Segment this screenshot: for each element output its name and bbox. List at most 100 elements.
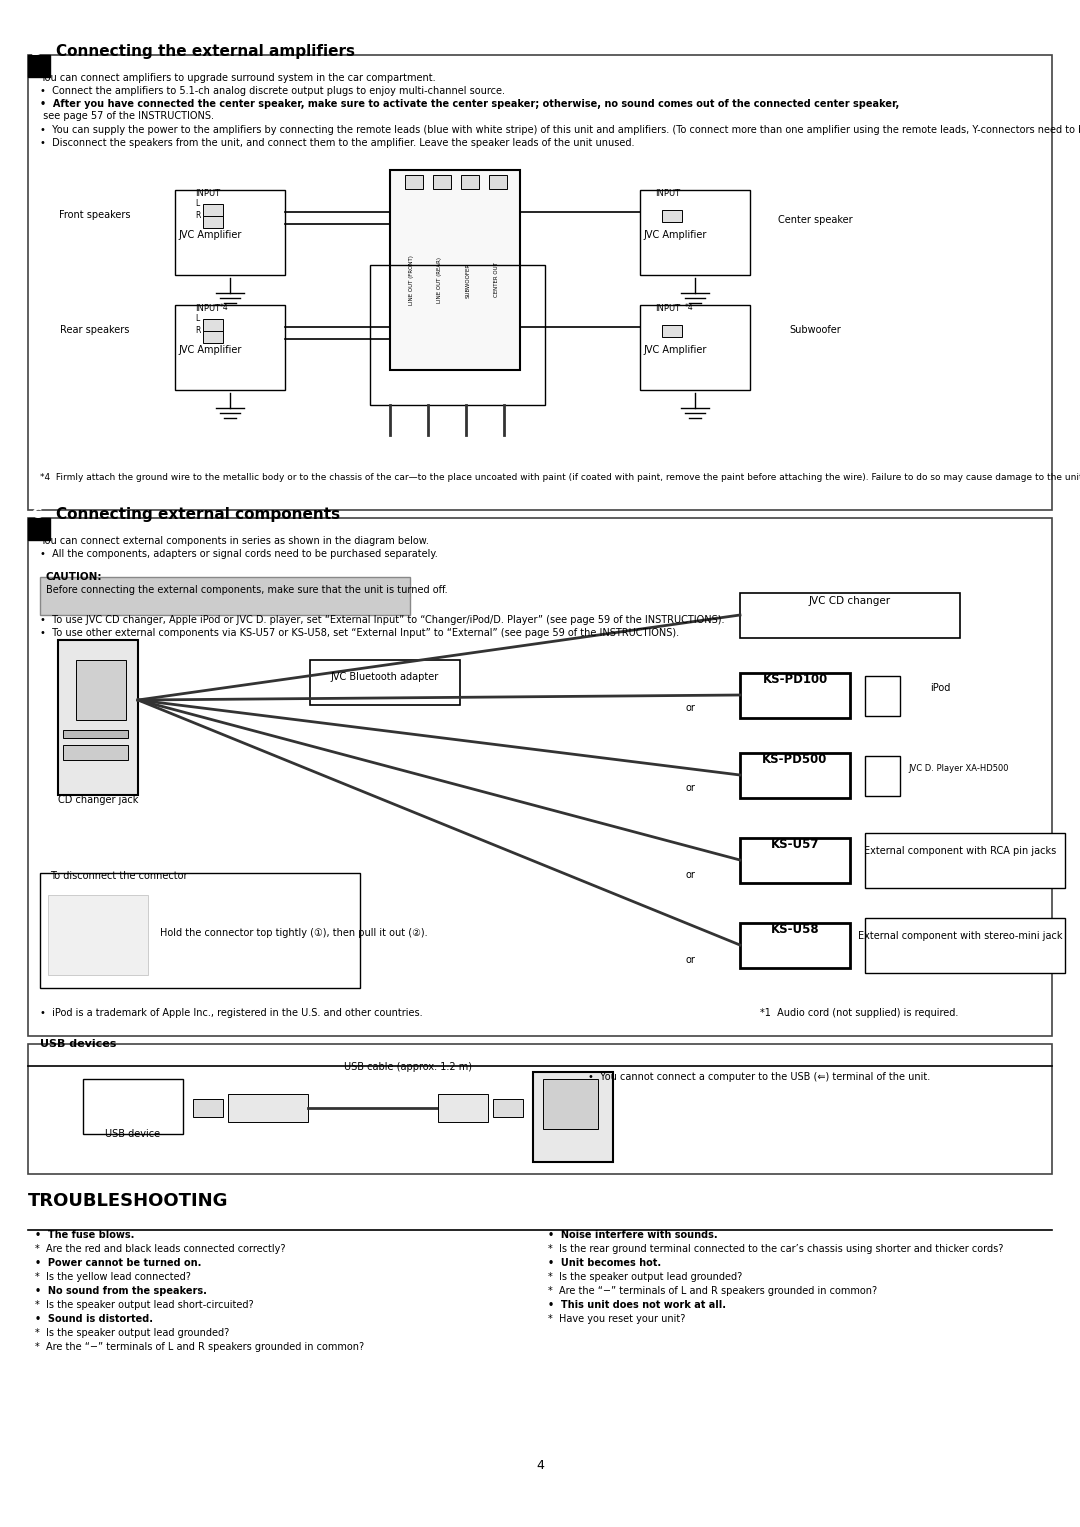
Text: L: L — [195, 199, 199, 208]
Bar — [193, 1099, 222, 1116]
Text: CENTER OUT: CENTER OUT — [494, 263, 499, 298]
Circle shape — [63, 705, 73, 715]
Text: •  Disconnect the speakers from the unit, and connect them to the amplifier. Lea: • Disconnect the speakers from the unit,… — [40, 137, 635, 148]
Bar — [405, 176, 423, 189]
Text: USB devices: USB devices — [40, 1038, 117, 1049]
Text: •  Sound is distorted.: • Sound is distorted. — [35, 1315, 153, 1324]
Text: *  Is the speaker output lead short-circuited?: * Is the speaker output lead short-circu… — [35, 1299, 254, 1310]
Text: Hold the connector top tightly (①), then pull it out (②).: Hold the connector top tightly (①), then… — [160, 928, 428, 938]
Text: or: or — [685, 783, 694, 793]
Text: •  No sound from the speakers.: • No sound from the speakers. — [35, 1286, 207, 1296]
Bar — [865, 756, 900, 796]
Text: •  Power cannot be turned on.: • Power cannot be turned on. — [35, 1258, 201, 1267]
Bar — [40, 873, 360, 988]
Circle shape — [63, 680, 73, 690]
Circle shape — [543, 1121, 549, 1127]
Text: KS-U58: KS-U58 — [771, 922, 820, 936]
Bar — [28, 1044, 1052, 1174]
Text: Connecting the external amplifiers: Connecting the external amplifiers — [56, 44, 355, 60]
Bar — [662, 211, 681, 221]
Text: •  This unit does not work at all.: • This unit does not work at all. — [548, 1299, 726, 1310]
Bar — [640, 305, 750, 389]
Text: Connecting external components: Connecting external components — [56, 507, 340, 522]
Text: You can connect amplifiers to upgrade surround system in the car compartment.: You can connect amplifiers to upgrade su… — [40, 73, 435, 82]
Text: •  iPod is a trademark of Apple Inc., registered in the U.S. and other countries: • iPod is a trademark of Apple Inc., reg… — [40, 1008, 422, 1019]
Polygon shape — [55, 321, 75, 341]
Text: *1  Audio cord (not supplied) is required.: *1 Audio cord (not supplied) is required… — [760, 1008, 958, 1019]
Bar — [63, 730, 129, 738]
Text: *4: *4 — [220, 302, 229, 312]
Bar — [203, 205, 222, 215]
Text: SUBWOOFER: SUBWOOFER — [465, 263, 471, 298]
Bar — [865, 918, 1065, 973]
Circle shape — [63, 730, 73, 741]
Text: B: B — [31, 44, 42, 58]
Bar — [489, 176, 507, 189]
Bar — [228, 1093, 308, 1122]
Polygon shape — [795, 200, 815, 231]
Text: KS-PD100: KS-PD100 — [762, 673, 827, 686]
Bar — [865, 676, 900, 716]
Bar — [370, 266, 545, 405]
Text: •  The fuse blows.: • The fuse blows. — [35, 1231, 134, 1240]
Bar — [640, 189, 750, 275]
Text: LINE OUT (FRONT): LINE OUT (FRONT) — [409, 255, 415, 305]
Text: *4: *4 — [685, 302, 693, 312]
Bar — [438, 1093, 488, 1122]
Text: Before connecting the external components, make sure that the unit is turned off: Before connecting the external component… — [46, 585, 447, 596]
Text: •  Unit becomes hot.: • Unit becomes hot. — [548, 1258, 661, 1267]
Text: •  To use JVC CD changer, Apple iPod or JVC D. player, set “External Input” to “: • To use JVC CD changer, Apple iPod or J… — [40, 615, 725, 625]
Bar — [28, 518, 50, 541]
Text: External component with stereo-mini jack: External component with stereo-mini jack — [858, 931, 1063, 941]
Bar — [740, 592, 960, 638]
Text: TROUBLESHOOTING: TROUBLESHOOTING — [28, 1193, 229, 1209]
Text: •  To use other external components via KS-U57 or KS-U58, set “External Input” t: • To use other external components via K… — [40, 628, 679, 638]
Text: JVC Amplifier: JVC Amplifier — [178, 345, 242, 354]
Bar — [28, 55, 1052, 510]
Text: CAUTION:: CAUTION: — [46, 573, 103, 582]
Text: JVC D. Player XA-HD500: JVC D. Player XA-HD500 — [908, 764, 1009, 773]
Bar — [662, 325, 681, 337]
Text: *  Is the yellow lead connected?: * Is the yellow lead connected? — [35, 1272, 191, 1283]
Bar — [40, 577, 410, 615]
Text: JVC Amplifier: JVC Amplifier — [644, 231, 706, 240]
Bar — [740, 838, 850, 883]
Text: *  Is the speaker output lead grounded?: * Is the speaker output lead grounded? — [35, 1328, 229, 1338]
Text: LINE OUT (REAR): LINE OUT (REAR) — [437, 257, 443, 302]
Bar — [58, 640, 138, 796]
Text: *4  Firmly attach the ground wire to the metallic body or to the chassis of the : *4 Firmly attach the ground wire to the … — [40, 473, 1080, 483]
Text: USB device: USB device — [106, 1128, 161, 1139]
Bar — [390, 169, 519, 370]
Bar — [740, 753, 850, 799]
Text: Rear speakers: Rear speakers — [60, 325, 130, 334]
Text: or: or — [685, 870, 694, 880]
Text: INPUT: INPUT — [654, 189, 680, 199]
Bar — [28, 518, 1052, 1035]
Bar — [28, 55, 50, 76]
Text: •  You cannot connect a computer to the USB (⇐) terminal of the unit.: • You cannot connect a computer to the U… — [588, 1072, 930, 1083]
Text: *  Are the “−” terminals of L and R speakers grounded in common?: * Are the “−” terminals of L and R speak… — [548, 1286, 877, 1296]
Bar — [48, 895, 148, 976]
Polygon shape — [55, 350, 75, 370]
Text: •  All the components, adapters or signal cords need to be purchased separately.: • All the components, adapters or signal… — [40, 550, 437, 559]
Text: Subwoofer: Subwoofer — [789, 325, 841, 334]
Text: INPUT: INPUT — [195, 304, 220, 313]
Text: •  Connect the amplifiers to 5.1-ch analog discrete output plugs to enjoy multi-: • Connect the amplifiers to 5.1-ch analo… — [40, 86, 505, 96]
Circle shape — [543, 1101, 549, 1107]
Text: JVC Amplifier: JVC Amplifier — [644, 345, 706, 354]
Text: KS-PD500: KS-PD500 — [762, 753, 827, 767]
Text: R: R — [195, 211, 201, 220]
Text: Front speakers: Front speakers — [59, 211, 131, 220]
Polygon shape — [55, 205, 75, 224]
Text: To disconnect the connector: To disconnect the connector — [50, 870, 188, 881]
Text: INPUT: INPUT — [654, 304, 680, 313]
Bar — [83, 1080, 183, 1135]
Bar — [76, 660, 126, 721]
Bar — [865, 834, 1065, 889]
Circle shape — [63, 655, 73, 664]
Circle shape — [795, 330, 815, 350]
Bar — [492, 1099, 523, 1116]
Text: see page 57 of the INSTRUCTIONS.: see page 57 of the INSTRUCTIONS. — [40, 111, 214, 121]
Bar — [740, 673, 850, 718]
Text: *  Are the “−” terminals of L and R speakers grounded in common?: * Are the “−” terminals of L and R speak… — [35, 1342, 364, 1351]
